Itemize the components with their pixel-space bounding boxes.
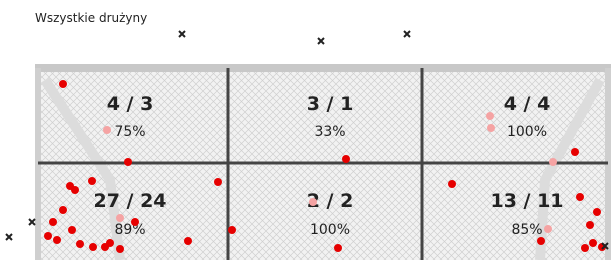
goal-graphic: Wszystkie drużyny 4 / 3 75% 3 / 1 33% 4 … bbox=[0, 0, 611, 260]
zone-score: 3 / 1 bbox=[307, 93, 354, 115]
zone-score: 4 / 4 bbox=[504, 93, 551, 115]
shot-map: Wszystkie drużyny 4 / 3 75% 3 / 1 33% 4 … bbox=[0, 0, 611, 260]
zone-percent: 89% bbox=[114, 222, 145, 238]
zone-percent: 85% bbox=[511, 222, 542, 238]
zone-percent: 33% bbox=[314, 124, 345, 140]
zone-score: 13 / 11 bbox=[490, 190, 563, 212]
title: Wszystkie drużyny bbox=[35, 11, 147, 25]
zone-score: 4 / 3 bbox=[107, 93, 154, 115]
zone-percent: 100% bbox=[310, 222, 350, 238]
zone-percent: 75% bbox=[114, 124, 145, 140]
zone-percent: 100% bbox=[507, 124, 547, 140]
zone-score: 27 / 24 bbox=[93, 190, 166, 212]
